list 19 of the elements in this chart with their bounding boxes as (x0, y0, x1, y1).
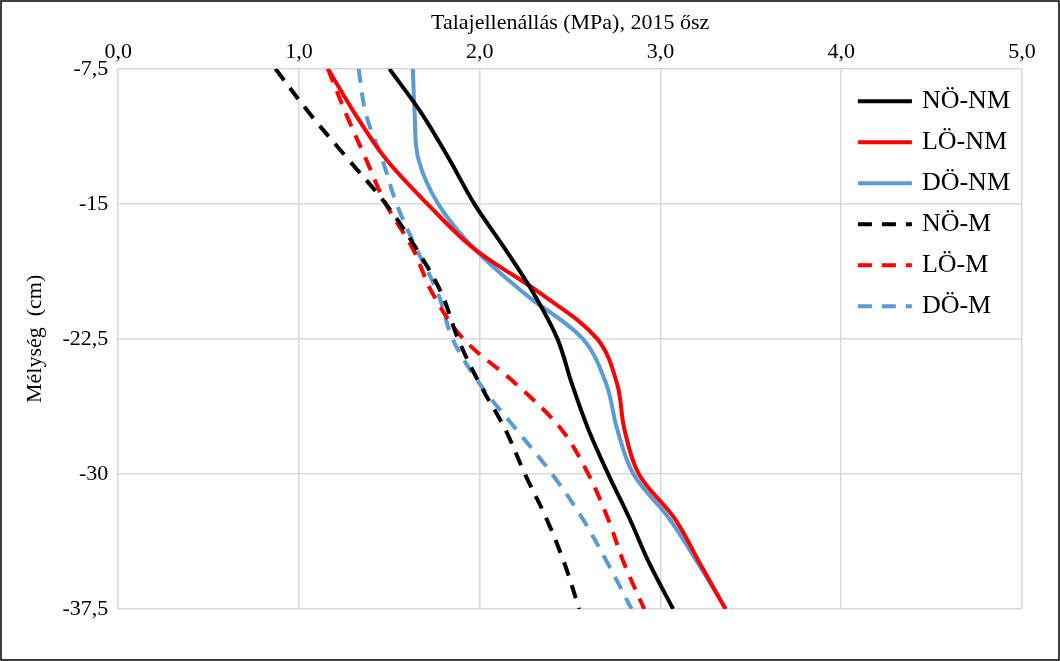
y-axis-title: Mélység (cm) (20, 274, 46, 404)
legend-label: NÖ-M (921, 208, 992, 238)
x-tick-label: 4,0 (827, 38, 855, 64)
y-tick-label: -37,5 (62, 594, 109, 620)
x-tick-label: 3,0 (646, 38, 675, 64)
x-tick-label: 1,0 (285, 38, 313, 64)
y-tick-label: -15 (78, 189, 109, 215)
x-axis-title: Talajellenállás (MPa), 2015 ősz (430, 8, 710, 34)
legend-label: LÖ-M (921, 249, 989, 279)
legend-label: DÖ-M (921, 290, 992, 320)
y-tick-label: -22,5 (62, 324, 109, 350)
legend-label: NÖ-NM (921, 85, 1010, 115)
line-series (387, 68, 676, 609)
line-series (273, 68, 582, 609)
y-tick-label: -30 (78, 459, 109, 485)
x-tick-label: 5,0 (1008, 38, 1036, 64)
legend-label: LÖ-NM (921, 126, 1008, 156)
x-tick-label: 2,0 (465, 38, 494, 64)
legend-label: DÖ-NM (921, 167, 1010, 197)
